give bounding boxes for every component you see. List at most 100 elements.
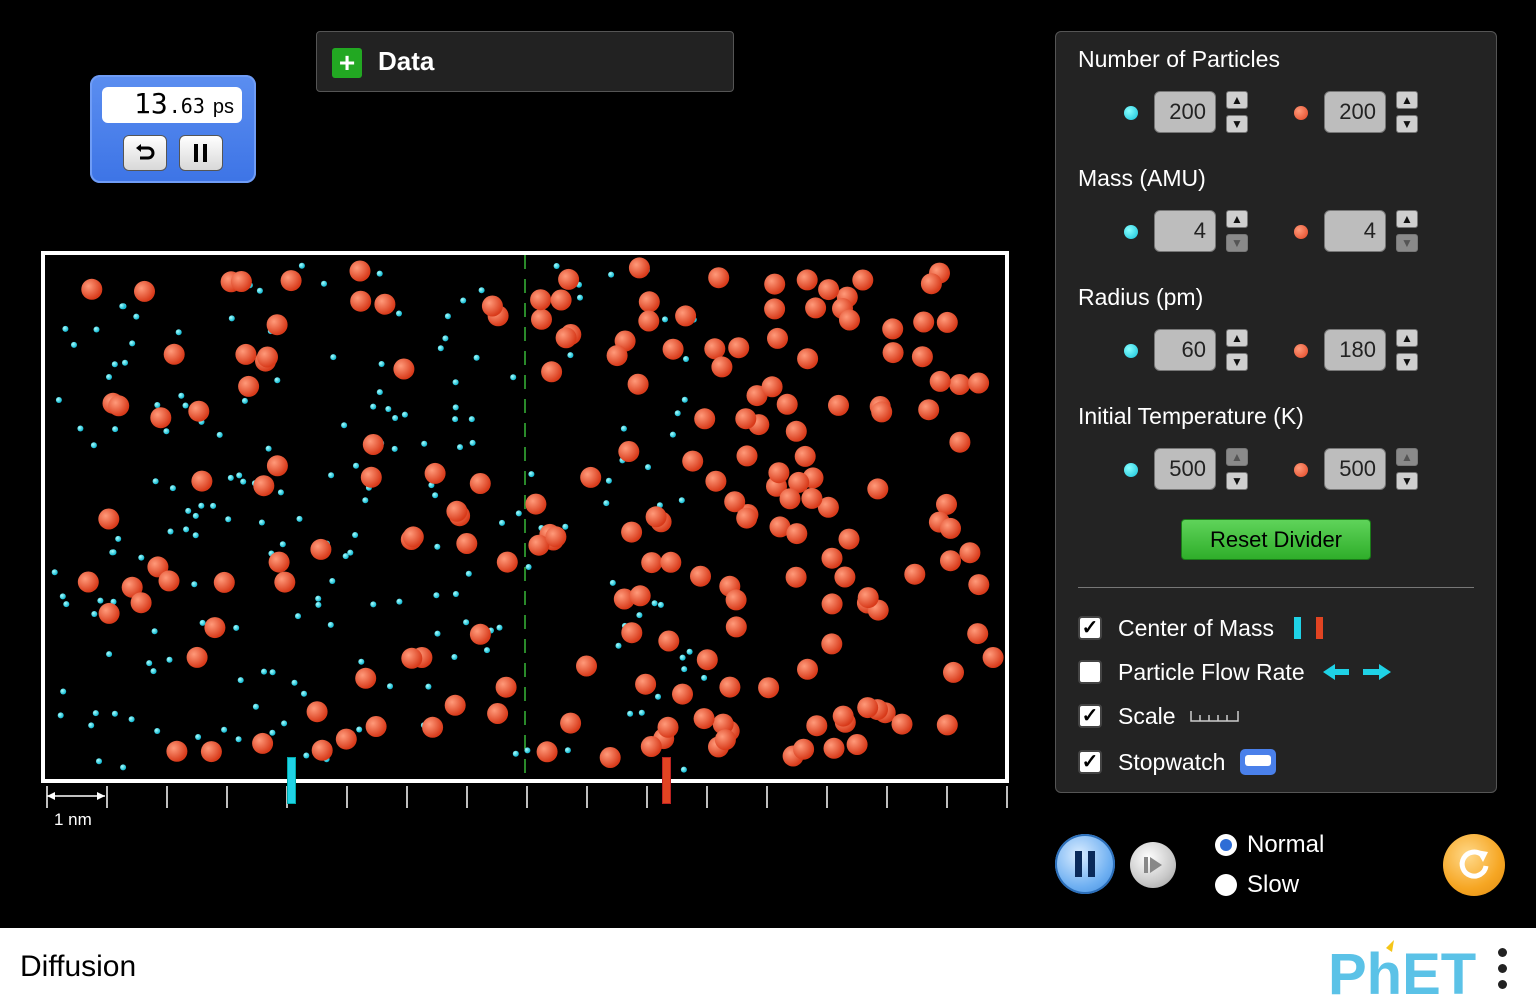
red-particle <box>786 523 808 545</box>
blue-particle <box>167 528 174 535</box>
step-forward-button[interactable] <box>1130 842 1176 888</box>
blue-count-increment[interactable]: ▲ <box>1226 91 1248 109</box>
scale-checkbox-row[interactable]: ✓ Scale <box>1078 701 1240 731</box>
red-particle <box>821 593 843 615</box>
red-radius-increment[interactable]: ▲ <box>1396 329 1418 347</box>
speed-normal-option[interactable]: Normal <box>1215 831 1324 859</box>
red-particle <box>528 534 550 556</box>
speed-slow-radio[interactable] <box>1215 874 1237 896</box>
particle-flow-rate-label: Particle Flow Rate <box>1118 658 1305 685</box>
particle-flow-rate-checkbox-row[interactable]: Particle Flow Rate <box>1078 657 1393 687</box>
blue-particle <box>553 263 560 269</box>
scale-checkbox[interactable]: ✓ <box>1078 704 1102 728</box>
red-particle <box>401 647 423 669</box>
red-particle <box>280 270 302 292</box>
blue-particle <box>460 297 467 304</box>
blue-particle <box>358 658 365 665</box>
red-particle <box>940 550 961 572</box>
red-particle <box>857 587 879 609</box>
speed-slow-label: Slow <box>1247 871 1300 898</box>
blue-particle <box>433 592 440 599</box>
red-particle <box>580 466 602 488</box>
blue-particle <box>328 472 335 479</box>
red-particle <box>627 373 649 395</box>
red-particle <box>238 375 260 397</box>
data-accordion[interactable]: + Data <box>316 31 734 92</box>
red-count-decrement[interactable]: ▼ <box>1396 115 1418 133</box>
speed-normal-radio[interactable] <box>1215 834 1237 856</box>
blue-particle <box>679 654 686 661</box>
red-temperature-increment[interactable]: ▲ <box>1396 448 1418 466</box>
flow-rate-arrows-icon <box>1322 664 1391 680</box>
red-radius-decrement[interactable]: ▼ <box>1396 353 1418 371</box>
blue-particle <box>55 397 62 403</box>
blue-particle <box>638 709 645 716</box>
navigation-bar: Diffusion PhET <box>0 928 1536 1008</box>
red-temperature-decrement[interactable]: ▼ <box>1396 472 1418 490</box>
red-particle <box>801 487 823 509</box>
red-mass-increment[interactable]: ▲ <box>1396 210 1418 228</box>
blue-particle <box>385 406 392 412</box>
stopwatch-restart-button[interactable] <box>123 135 167 171</box>
blue-particle <box>370 601 377 608</box>
blue-particle <box>525 564 532 570</box>
red-mass-decrement[interactable]: ▼ <box>1396 234 1418 252</box>
speed-slow-option[interactable]: Slow <box>1215 871 1299 899</box>
red-particle <box>360 466 382 488</box>
options-menu-icon[interactable] <box>1496 948 1508 994</box>
blue-particle <box>473 354 480 361</box>
blue-particle <box>396 598 403 605</box>
blue-particle <box>133 313 140 320</box>
blue-particle <box>169 485 176 492</box>
red-count-increment[interactable]: ▲ <box>1396 91 1418 109</box>
red-particle-count-value: 200 <box>1324 91 1386 133</box>
blue-particle <box>241 397 248 404</box>
blue-radius-increment[interactable]: ▲ <box>1226 329 1248 347</box>
blue-particle <box>442 335 449 342</box>
blue-temperature-increment[interactable]: ▲ <box>1226 448 1248 466</box>
red-particle <box>764 273 786 295</box>
plus-icon[interactable]: + <box>332 48 362 78</box>
play-pause-button[interactable] <box>1055 834 1115 894</box>
phet-logo[interactable]: PhET <box>1328 938 1488 1000</box>
blue-particle <box>484 647 490 654</box>
blue-mass-increment[interactable]: ▲ <box>1226 210 1248 228</box>
center-of-mass-checkbox-row[interactable]: ✓ Center of Mass <box>1078 613 1330 643</box>
blue-count-decrement[interactable]: ▼ <box>1226 115 1248 133</box>
step-forward-icon <box>1144 857 1162 873</box>
reset-divider-button[interactable]: Reset Divider <box>1181 519 1371 560</box>
blue-particle <box>261 668 267 675</box>
red-particle <box>943 661 964 683</box>
red-particle <box>204 617 226 639</box>
blue-temperature-value: 500 <box>1154 448 1216 490</box>
blue-mass-decrement[interactable]: ▼ <box>1226 234 1248 252</box>
stopwatch-checkbox[interactable]: ✓ <box>1078 750 1102 774</box>
red-particle <box>660 551 682 573</box>
stopwatch[interactable]: 13.63 ps <box>90 75 256 183</box>
blue-particle <box>655 693 661 700</box>
red-particle <box>940 517 961 539</box>
stopwatch-pause-button[interactable] <box>179 135 223 171</box>
blue-temperature-decrement[interactable]: ▼ <box>1226 472 1248 490</box>
red-particle <box>758 677 780 699</box>
blue-particle <box>291 679 298 686</box>
red-particle <box>274 571 296 593</box>
red-particle <box>576 655 597 677</box>
blue-particle <box>258 519 265 526</box>
red-particles <box>77 257 1004 768</box>
blue-radius-decrement[interactable]: ▼ <box>1226 353 1248 371</box>
red-particle <box>253 475 275 497</box>
red-particle <box>967 623 989 645</box>
blue-particle <box>356 726 363 733</box>
red-particle <box>200 741 222 763</box>
reset-all-button[interactable] <box>1443 834 1505 896</box>
stopwatch-checkbox-row[interactable]: ✓ Stopwatch <box>1078 747 1277 777</box>
red-particle <box>613 588 635 610</box>
particle-flow-rate-checkbox[interactable] <box>1078 660 1102 684</box>
red-particle <box>541 361 563 383</box>
blue-particle <box>387 683 393 690</box>
red-particle <box>350 290 372 312</box>
red-particle <box>920 273 942 295</box>
red-particle <box>821 547 843 569</box>
center-of-mass-checkbox[interactable]: ✓ <box>1078 616 1102 640</box>
